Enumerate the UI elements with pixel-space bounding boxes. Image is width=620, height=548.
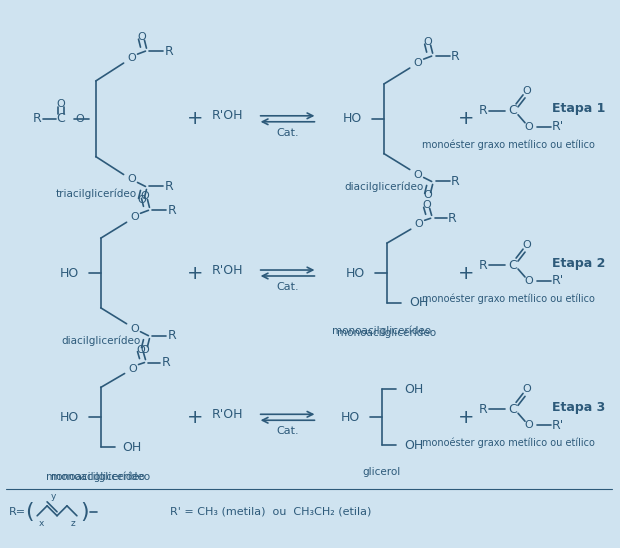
Text: O: O xyxy=(130,212,139,222)
Text: ): ) xyxy=(81,502,89,522)
Text: monoéster graxo metílico ou etílico: monoéster graxo metílico ou etílico xyxy=(422,294,595,304)
Text: O: O xyxy=(127,53,136,63)
Text: O: O xyxy=(140,345,149,355)
Text: R: R xyxy=(168,329,177,342)
Text: Cat.: Cat. xyxy=(277,128,299,138)
Text: R'OH: R'OH xyxy=(212,264,244,277)
Text: O: O xyxy=(525,420,533,430)
Text: Etapa 3: Etapa 3 xyxy=(552,401,606,414)
Text: O: O xyxy=(127,174,136,185)
Text: O: O xyxy=(422,201,431,210)
Text: HO: HO xyxy=(60,411,79,424)
Text: z: z xyxy=(71,519,75,528)
Text: O: O xyxy=(130,324,139,334)
Text: R: R xyxy=(451,50,460,62)
Text: OH: OH xyxy=(409,296,428,310)
Text: R: R xyxy=(479,403,488,416)
Text: monoacilglicerídeo: monoacilglicerídeo xyxy=(332,326,432,336)
Text: R: R xyxy=(479,104,488,117)
Text: +: + xyxy=(187,109,203,128)
Text: C: C xyxy=(509,259,518,272)
Text: O: O xyxy=(523,240,531,250)
Text: +: + xyxy=(458,264,475,283)
Text: triacilglicerídeo: triacilglicerídeo xyxy=(55,188,136,199)
Text: Cat.: Cat. xyxy=(277,282,299,292)
Text: glicerol: glicerol xyxy=(363,467,401,477)
Text: C: C xyxy=(509,403,518,416)
Text: diacilglicerídeo: diacilglicerídeo xyxy=(61,335,140,346)
Text: +: + xyxy=(187,264,203,283)
Text: R=: R= xyxy=(9,507,27,517)
Text: R: R xyxy=(168,204,177,217)
Text: (: ( xyxy=(25,502,33,522)
Text: O: O xyxy=(137,196,146,206)
Text: HO: HO xyxy=(60,266,79,279)
Text: +: + xyxy=(187,408,203,427)
Text: O: O xyxy=(525,122,533,132)
Text: R: R xyxy=(33,112,42,125)
Text: monoéster graxo metílico ou etílico: monoéster graxo metílico ou etílico xyxy=(422,438,595,448)
Text: OH: OH xyxy=(404,438,423,452)
Text: O: O xyxy=(128,363,137,374)
Text: O: O xyxy=(423,190,432,201)
Text: R': R' xyxy=(552,120,564,133)
Text: O: O xyxy=(523,86,531,96)
Text: O: O xyxy=(76,114,84,124)
Text: +: + xyxy=(458,408,475,427)
Text: monoacilglicerídeo: monoacilglicerídeo xyxy=(46,472,145,482)
Text: HO: HO xyxy=(346,266,365,279)
Text: O: O xyxy=(136,345,145,355)
Text: x: x xyxy=(38,519,44,528)
Text: R: R xyxy=(448,212,457,225)
Text: R: R xyxy=(451,175,460,188)
Text: monoacilglicerídeo: monoacilglicerídeo xyxy=(51,472,150,482)
Text: C: C xyxy=(56,112,65,125)
Text: R'OH: R'OH xyxy=(212,109,244,122)
Text: R: R xyxy=(165,44,174,58)
Text: R: R xyxy=(479,259,488,272)
Text: O: O xyxy=(423,37,432,47)
Text: HO: HO xyxy=(343,112,362,125)
Text: OH: OH xyxy=(404,383,423,396)
Text: O: O xyxy=(140,191,149,202)
Text: Etapa 1: Etapa 1 xyxy=(552,102,606,115)
Text: R' = CH₃ (metila)  ou  CH₃CH₂ (etila): R' = CH₃ (metila) ou CH₃CH₂ (etila) xyxy=(170,507,371,517)
Text: R'OH: R'OH xyxy=(212,408,244,421)
Text: O: O xyxy=(414,219,423,229)
Text: O: O xyxy=(523,384,531,395)
Text: Cat.: Cat. xyxy=(277,426,299,436)
Text: +: + xyxy=(458,109,475,128)
Text: R': R' xyxy=(552,275,564,288)
Text: y: y xyxy=(50,492,56,501)
Text: O: O xyxy=(525,276,533,286)
Text: C: C xyxy=(509,104,518,117)
Text: R': R' xyxy=(552,419,564,432)
Text: R: R xyxy=(165,180,174,193)
Text: O: O xyxy=(414,169,422,180)
Text: diacilglicerídeo: diacilglicerídeo xyxy=(344,181,423,192)
Text: O: O xyxy=(56,99,65,109)
Text: Etapa 2: Etapa 2 xyxy=(552,256,606,270)
Text: monoéster graxo metílico ou etílico: monoéster graxo metílico ou etílico xyxy=(422,139,595,150)
Text: O: O xyxy=(137,32,146,42)
Text: O: O xyxy=(414,58,422,68)
Text: monoacilglicerídeo: monoacilglicerídeo xyxy=(337,328,436,338)
Text: OH: OH xyxy=(123,441,142,454)
Text: HO: HO xyxy=(341,411,360,424)
Text: R: R xyxy=(162,356,170,369)
